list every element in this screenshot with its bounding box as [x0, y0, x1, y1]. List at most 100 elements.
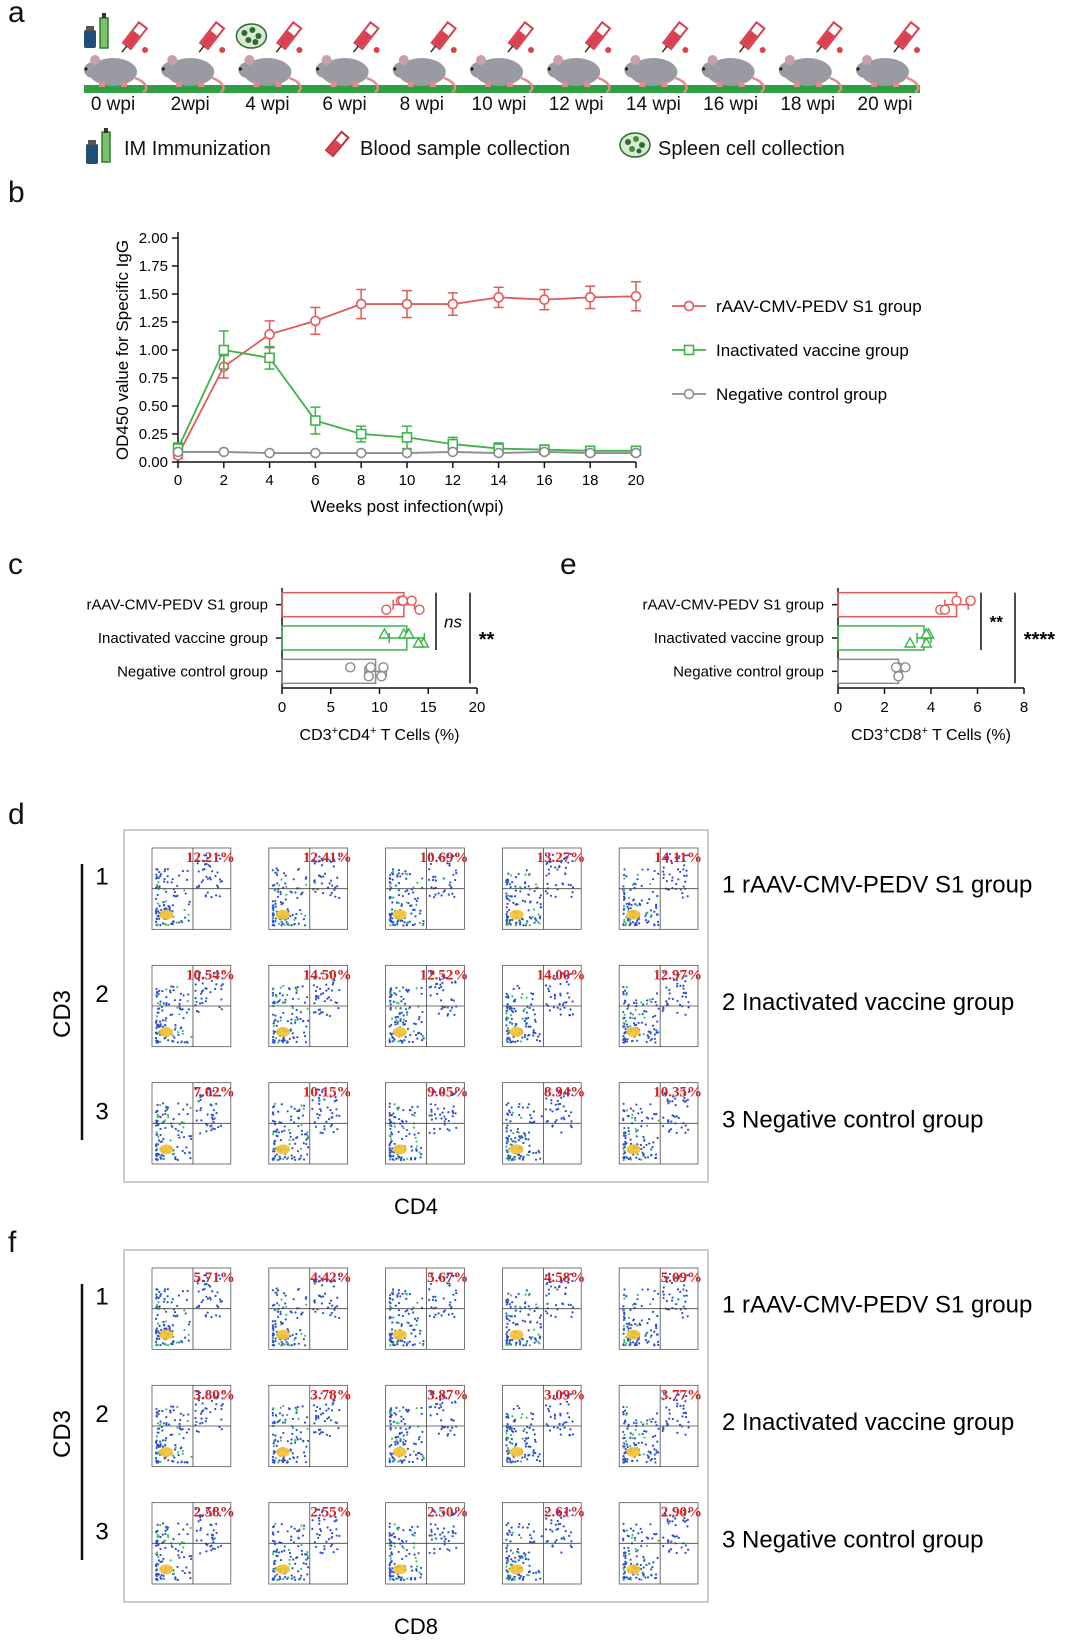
flow-event-dot [506, 1036, 509, 1039]
flow-event-dot [646, 1419, 649, 1422]
flow-event-dot [214, 1294, 217, 1298]
flow-event-dot [505, 1303, 508, 1306]
flow-event-dot [687, 1090, 691, 1093]
flow-density-core [159, 1027, 174, 1038]
flow-event-dot [388, 1317, 391, 1320]
flow-event-dot [302, 1527, 305, 1530]
flow-event-dot [518, 1533, 521, 1537]
flow-event-dot [399, 919, 402, 922]
flow-event-dot [159, 1423, 162, 1426]
flow-event-dot [406, 921, 409, 925]
flow-event-dot [271, 991, 274, 995]
flow-event-dot [321, 1088, 324, 1092]
flow-event-dot [402, 1417, 405, 1421]
flow-event-dot [434, 1511, 437, 1514]
flow-event-dot [402, 1434, 405, 1437]
flow-event-dot [275, 1550, 278, 1553]
flow-event-dot [311, 1099, 314, 1102]
flow-event-dot [402, 1578, 406, 1581]
flow-event-dot [442, 877, 445, 880]
data-point [172, 446, 184, 458]
flow-event-dot [298, 1528, 301, 1531]
flow-event-dot [566, 855, 569, 858]
flow-event-dot [671, 876, 674, 879]
flow-event-dot [528, 1570, 531, 1573]
blood-drop-icon [450, 47, 457, 53]
flow-event-dot [547, 872, 550, 875]
flow-event-dot [656, 1440, 659, 1443]
flow-event-dot [638, 1433, 641, 1436]
flow-event-dot [166, 1114, 170, 1117]
flow-event-dot [528, 1150, 531, 1153]
flow-event-dot [514, 1040, 517, 1043]
flow-event-dot [412, 1442, 416, 1445]
flow-event-dot [318, 1099, 321, 1102]
flow-event-dot [505, 1103, 508, 1107]
flow-event-dot [302, 1338, 306, 1341]
flow-event-dot [527, 1445, 530, 1448]
flow-density-core [509, 1447, 524, 1458]
flow-event-dot [401, 1292, 404, 1295]
flow-event-dot [400, 903, 403, 906]
flow-event-dot [323, 1292, 327, 1295]
flow-event-dot [534, 1020, 537, 1023]
flow-event-dot [515, 1323, 518, 1326]
flow-event-dot [678, 855, 681, 858]
flow-event-dot [274, 1434, 277, 1437]
flow-event-dot [564, 1529, 567, 1533]
flow-event-dot [429, 994, 432, 997]
flow-event-dot [622, 993, 625, 996]
flow-event-dot [656, 1556, 659, 1560]
flow-event-dot [319, 1528, 322, 1531]
flow-event-dot [286, 1341, 289, 1345]
flow-event-dot [274, 900, 277, 903]
flow-event-dot [505, 1012, 508, 1015]
flow-event-dot [181, 1569, 184, 1573]
flow-event-dot [282, 1011, 285, 1015]
flow-event-dot [627, 1423, 630, 1426]
flow-event-dot [335, 1519, 338, 1522]
flow-event-dot [633, 924, 637, 927]
flow-event-dot [216, 871, 219, 874]
flow-event-dot [632, 899, 635, 902]
row-number: 3 [95, 1098, 108, 1125]
flow-event-dot [517, 1105, 520, 1108]
flow-event-dot [524, 1138, 527, 1141]
flow-event-dot [511, 1301, 514, 1304]
flow-event-dot [429, 1282, 433, 1286]
flow-event-dot [631, 883, 635, 887]
mouse-icon [392, 55, 457, 94]
flow-event-dot [293, 1576, 296, 1579]
flow-event-dot [559, 1433, 562, 1436]
flow-event-dot [156, 902, 160, 905]
flow-event-dot [161, 1439, 164, 1442]
flow-event-dot [653, 1457, 656, 1460]
flow-event-dot [407, 1312, 410, 1315]
flow-event-dot [312, 1404, 316, 1407]
flow-event-dot [159, 1000, 162, 1003]
flow-event-dot [447, 1531, 450, 1534]
flow-event-dot [165, 1003, 168, 1006]
percentage-label: 14.50% [303, 967, 352, 983]
flow-event-dot [207, 1087, 210, 1091]
flow-event-dot [645, 1002, 649, 1005]
flow-event-dot [402, 1547, 405, 1550]
flow-event-dot [507, 1416, 510, 1419]
flow-event-dot [156, 893, 159, 897]
flow-event-dot [624, 1458, 627, 1461]
flow-event-dot [181, 1428, 184, 1431]
flow-event-dot [273, 1540, 276, 1543]
flow-event-dot [318, 1432, 321, 1436]
flow-event-dot [325, 1013, 329, 1016]
percentage-label: 8.94% [544, 1085, 585, 1101]
flow-event-dot [177, 1129, 180, 1132]
spleen-cells-icon [619, 132, 651, 158]
flow-event-dot [397, 1313, 401, 1317]
flow-event-dot [159, 1133, 162, 1137]
data-point [414, 604, 425, 615]
x-tick-label: 2 [220, 472, 228, 489]
flow-event-dot [628, 902, 631, 905]
data-point [376, 671, 387, 682]
flow-event-dot [296, 1438, 299, 1441]
